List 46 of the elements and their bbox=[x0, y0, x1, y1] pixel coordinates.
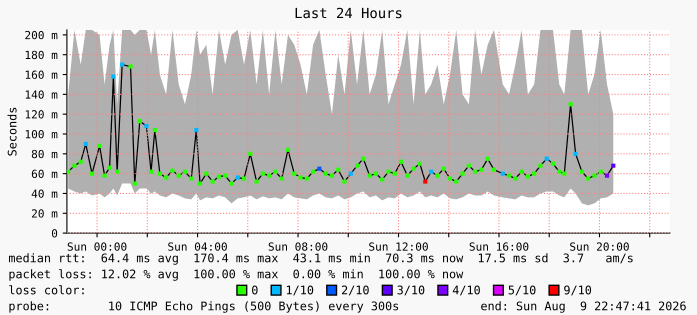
point bbox=[144, 124, 149, 128]
x-tick-label: Sun 00:00 bbox=[68, 242, 126, 251]
y-tick-label: 40 m bbox=[32, 189, 58, 198]
text: median rtt: 64.4 ms avg 170.4 ms max 43.1 ms min 70.3 ms now 17.5 ms sd 3.7 am/s bbox=[8, 253, 633, 265]
x-tick-label: Sun 12:00 bbox=[369, 242, 428, 251]
point bbox=[429, 170, 434, 174]
point bbox=[317, 166, 322, 171]
point bbox=[574, 152, 578, 156]
x-tick-label: Sun 16:00 bbox=[470, 242, 528, 251]
text: loss color: bbox=[9, 285, 84, 294]
text: end: Sun Aug 9 22:47:41 2026 bbox=[481, 301, 686, 313]
chart-title: Last 24 Hours bbox=[296, 8, 402, 18]
y-tick-label: 140 m bbox=[26, 90, 58, 99]
legend-label: 3/10 bbox=[397, 286, 424, 296]
legend-label: 1/10 bbox=[286, 286, 314, 296]
y-tick-label: 100 m bbox=[26, 130, 58, 138]
y-tick-label: 80 m bbox=[32, 150, 58, 158]
point bbox=[194, 128, 198, 132]
y-axis-title: Seconds bbox=[7, 108, 17, 156]
y-tick-label: 120 m bbox=[26, 110, 58, 119]
point bbox=[423, 179, 428, 184]
point bbox=[611, 164, 616, 168]
x-tick-label: Sun 08:00 bbox=[268, 242, 328, 251]
y-tick-label: 0 bbox=[52, 229, 58, 238]
point bbox=[120, 62, 124, 67]
point bbox=[111, 74, 116, 79]
x-tick-label: Sun 04:00 bbox=[168, 242, 227, 251]
legend-label: 2/10 bbox=[342, 286, 369, 296]
point bbox=[84, 142, 88, 146]
text: packet loss: 12.02 % avg 100.00 % max 0.00 % min 100.00 % now bbox=[9, 269, 464, 281]
x-tick-label: Sun 20:00 bbox=[570, 242, 629, 251]
legend-label: 4/10 bbox=[452, 286, 480, 296]
text: probe: 10 ICMP Echo Pings (500 Bytes) every 300s bbox=[9, 301, 398, 313]
point bbox=[236, 176, 240, 180]
y-tick-label: 180 m bbox=[26, 50, 58, 60]
y-tick-label: 200 m bbox=[25, 30, 58, 40]
point bbox=[348, 172, 353, 176]
point bbox=[604, 174, 610, 178]
legend-label: 0 bbox=[252, 286, 258, 294]
point bbox=[544, 156, 549, 161]
y-tick-label: 160 m bbox=[26, 70, 58, 79]
y-tick-label: 20 m bbox=[32, 209, 58, 218]
legend-label: 9/10 bbox=[564, 286, 592, 296]
point bbox=[500, 172, 505, 176]
legend-label: 5/10 bbox=[508, 286, 536, 296]
y-tick-label: 60 m bbox=[32, 170, 58, 178]
